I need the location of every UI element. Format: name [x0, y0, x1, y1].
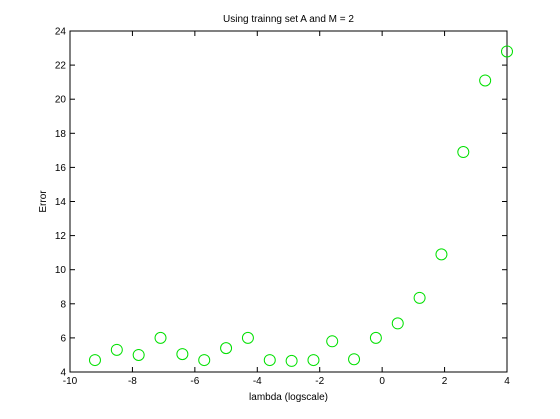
chart-title: Using trainng set A and M = 2 [223, 14, 354, 25]
data-point [435, 248, 448, 261]
y-tick-label: 4 [60, 368, 66, 379]
data-point [369, 331, 382, 344]
plot-area-frame [69, 30, 508, 373]
data-points [88, 45, 513, 367]
data-point [285, 354, 298, 367]
data-point [391, 317, 404, 330]
data-point [457, 146, 470, 159]
data-point [326, 335, 339, 348]
data-point [198, 354, 211, 367]
data-point [176, 348, 189, 361]
y-tick-label: 20 [55, 95, 67, 106]
data-point [348, 353, 361, 366]
data-point [307, 354, 320, 367]
x-tick-label: -10 [63, 376, 78, 387]
x-tick-label: 2 [442, 376, 448, 387]
data-point [132, 348, 145, 361]
data-point [154, 331, 167, 344]
data-point [220, 342, 233, 355]
y-tick-label: 12 [55, 231, 67, 242]
data-point [241, 331, 254, 344]
x-tick-label: -2 [315, 376, 324, 387]
x-tick-label: 0 [379, 376, 385, 387]
y-tick-label: 18 [55, 129, 67, 140]
x-tick-label: -8 [128, 376, 137, 387]
data-point [110, 343, 123, 356]
y-tick-label: 16 [55, 163, 67, 174]
data-point [88, 354, 101, 367]
data-point [413, 291, 426, 304]
x-tick-label: -4 [253, 376, 262, 387]
x-tick-label: 4 [504, 376, 510, 387]
y-tick-label: 24 [55, 27, 67, 38]
y-tick-label: 22 [55, 61, 67, 72]
y-tick-label: 6 [60, 333, 66, 344]
data-point [479, 74, 492, 87]
y-tick-label: 14 [55, 197, 67, 208]
y-tick-label: 10 [55, 265, 67, 276]
y-axis-label: Error [38, 190, 49, 213]
x-axis-label: lambda (logscale) [249, 392, 328, 403]
x-tick-label: -6 [190, 376, 199, 387]
data-point [263, 354, 276, 367]
y-tick-label: 8 [60, 299, 66, 310]
axis-ticks [69, 30, 508, 373]
data-point [501, 45, 513, 58]
